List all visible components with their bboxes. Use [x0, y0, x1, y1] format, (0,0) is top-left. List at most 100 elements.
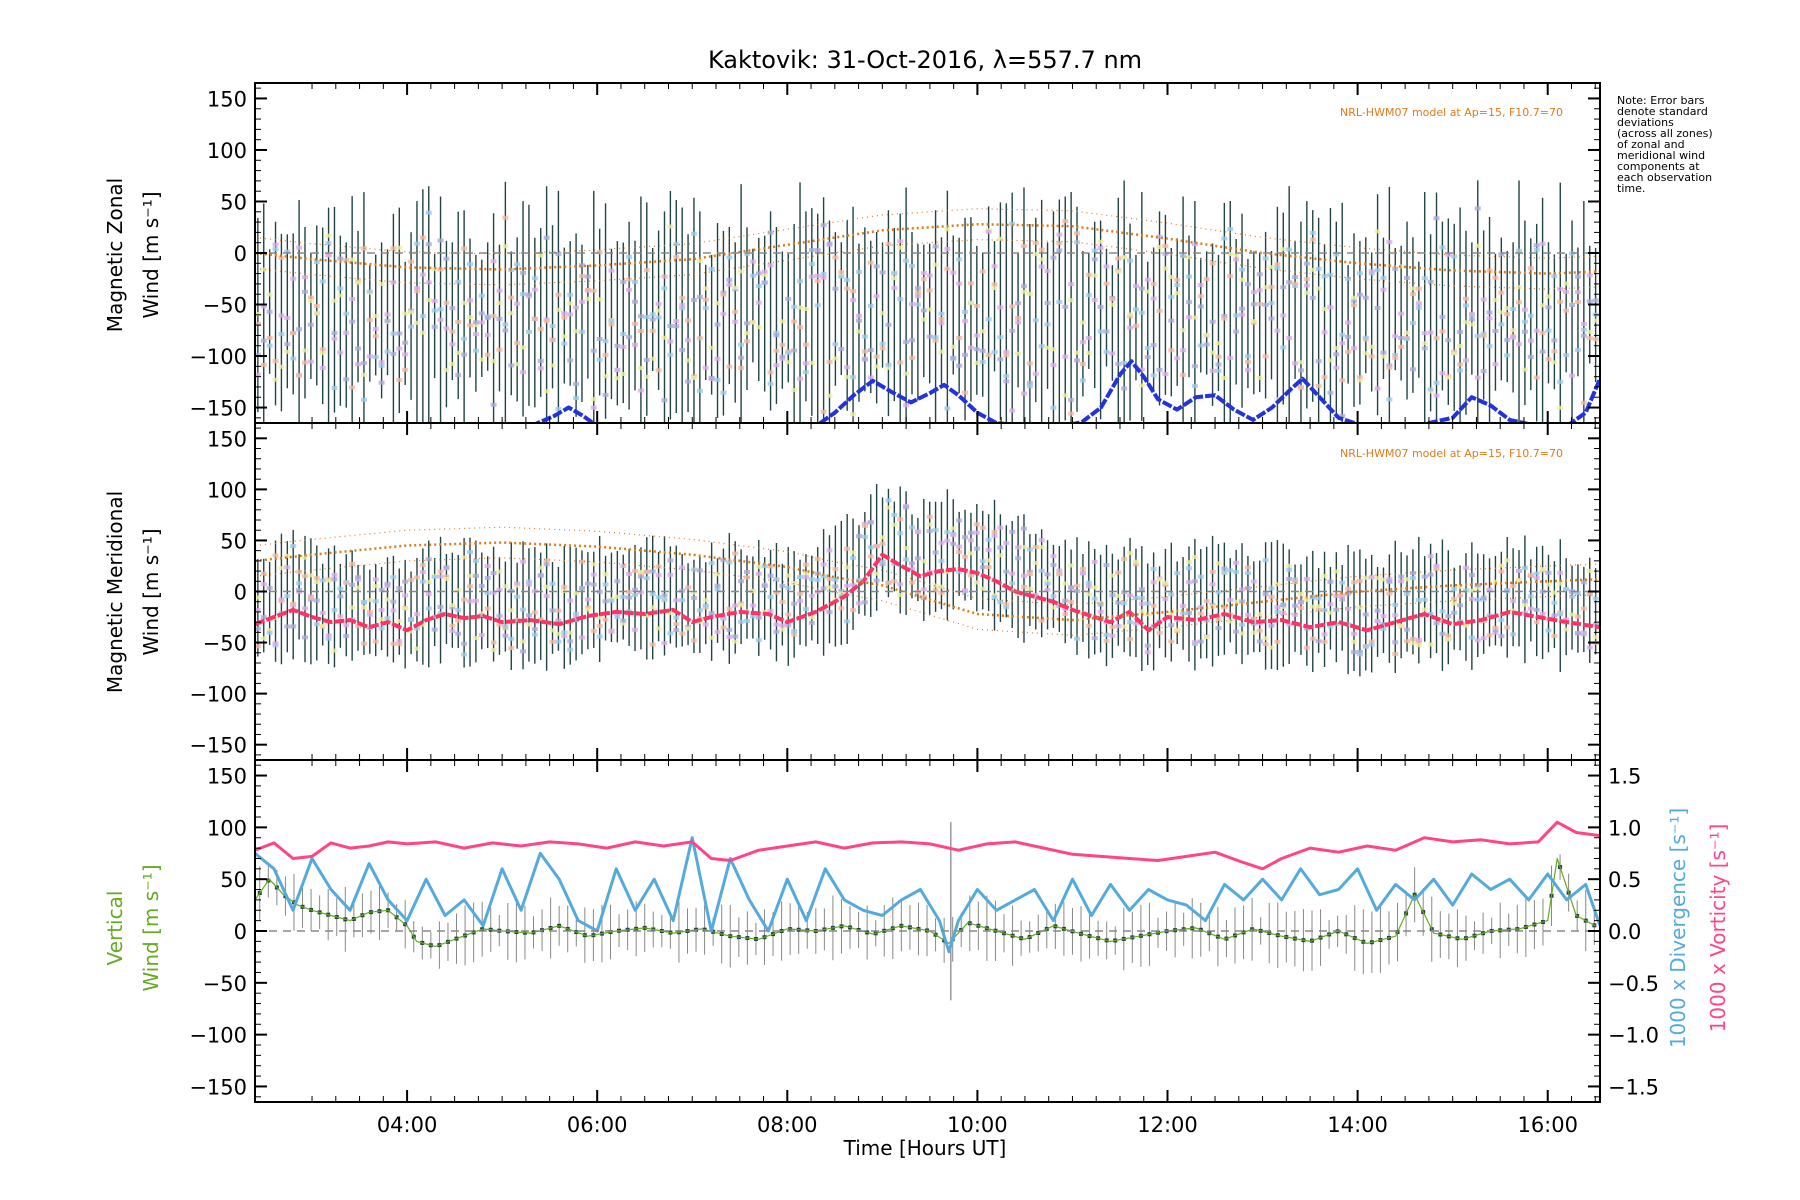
zone-point: [372, 577, 379, 582]
zone-point: [1480, 331, 1487, 336]
zone-point: [1462, 358, 1469, 363]
zone-point: [973, 546, 980, 551]
zone-point: [349, 257, 356, 262]
zone-point: [885, 322, 892, 327]
zone-point: [384, 597, 391, 602]
zone-point: [319, 347, 326, 352]
zone-point: [508, 608, 515, 613]
zone-point: [573, 591, 580, 596]
zone-point: [1345, 334, 1352, 339]
zone-point: [732, 285, 739, 290]
zone-point: [802, 361, 809, 366]
zone-point: [726, 277, 733, 282]
zone-point: [437, 238, 444, 243]
zone-point: [1079, 361, 1086, 366]
zone-point: [867, 554, 874, 559]
zone-point: [1516, 568, 1523, 573]
zone-point: [962, 588, 969, 593]
zone-point: [296, 569, 303, 574]
zone-point: [938, 584, 945, 589]
zone-point: [855, 601, 862, 606]
zone-point: [1062, 219, 1069, 224]
zone-point: [614, 367, 621, 372]
zone-point: [1409, 292, 1416, 297]
zone-point: [602, 339, 609, 344]
zone-point: [797, 279, 804, 284]
zone-point: [1398, 311, 1405, 316]
zone-point: [1044, 587, 1051, 592]
zone-point: [372, 599, 379, 604]
zone-point: [1239, 306, 1246, 311]
zone-point: [932, 528, 939, 533]
zone-point: [767, 609, 774, 614]
zone-point: [1574, 290, 1581, 295]
zone-point: [891, 522, 898, 527]
zone-point: [472, 573, 479, 578]
zone-point: [1362, 644, 1369, 649]
zone-point: [1032, 371, 1039, 376]
zone-point: [514, 340, 521, 345]
zone-point: [991, 595, 998, 600]
zone-point: [1433, 563, 1440, 568]
zone-point: [1545, 570, 1552, 575]
zone-point: [1020, 545, 1027, 550]
zone-point: [1303, 626, 1310, 631]
zone-point: [555, 307, 562, 312]
zone-point: [873, 571, 880, 576]
zone-point: [1409, 286, 1416, 291]
zone-point: [732, 319, 739, 324]
zone-point: [1468, 596, 1475, 601]
zone-point: [1097, 609, 1104, 614]
zone-point: [932, 335, 939, 340]
zone-point: [867, 545, 874, 550]
zone-point: [472, 348, 479, 353]
zone-point: [561, 334, 568, 339]
zone-point: [956, 257, 963, 262]
zone-point: [578, 586, 585, 591]
zone-point: [537, 358, 544, 363]
zone-point: [608, 268, 615, 273]
zone-point: [525, 329, 532, 334]
zone-point: [1244, 354, 1251, 359]
zone-point: [1297, 368, 1304, 373]
zone-point: [1244, 570, 1251, 575]
zone-point: [903, 557, 910, 562]
zone-point: [1132, 562, 1139, 567]
zone-point: [1386, 365, 1393, 370]
zone-point: [1038, 344, 1045, 349]
zone-point: [1168, 612, 1175, 617]
zone-point: [1138, 367, 1145, 372]
zone-point: [649, 312, 656, 317]
zone-point: [1215, 368, 1222, 373]
zone-point: [1415, 643, 1422, 648]
zone-point: [1315, 639, 1322, 644]
zone-point: [814, 248, 821, 253]
zone-point: [1062, 354, 1069, 359]
zone-point: [337, 350, 344, 355]
zone-point: [1421, 341, 1428, 346]
zone-point: [979, 348, 986, 353]
zone-point: [584, 597, 591, 602]
zone-point: [1286, 563, 1293, 568]
zone-point: [773, 622, 780, 627]
zone-point: [861, 521, 868, 526]
zone-point: [1409, 320, 1416, 325]
zone-point: [1079, 320, 1086, 325]
zone-point: [909, 264, 916, 269]
zone-point: [408, 324, 415, 329]
zone-point: [1026, 547, 1033, 552]
zone-point: [1557, 299, 1564, 304]
zone-point: [1085, 584, 1092, 589]
zone-point: [284, 593, 291, 598]
zone-point: [956, 281, 963, 286]
zone-point: [1050, 562, 1057, 567]
zone-point: [1150, 296, 1157, 301]
zone-point: [1315, 383, 1322, 388]
zone-point: [260, 267, 267, 272]
zone-point: [1174, 627, 1181, 632]
zone-point: [590, 397, 597, 402]
zone-point: [1262, 558, 1269, 563]
zone-point: [525, 613, 532, 618]
zone-point: [455, 279, 462, 284]
zone-point: [820, 586, 827, 591]
